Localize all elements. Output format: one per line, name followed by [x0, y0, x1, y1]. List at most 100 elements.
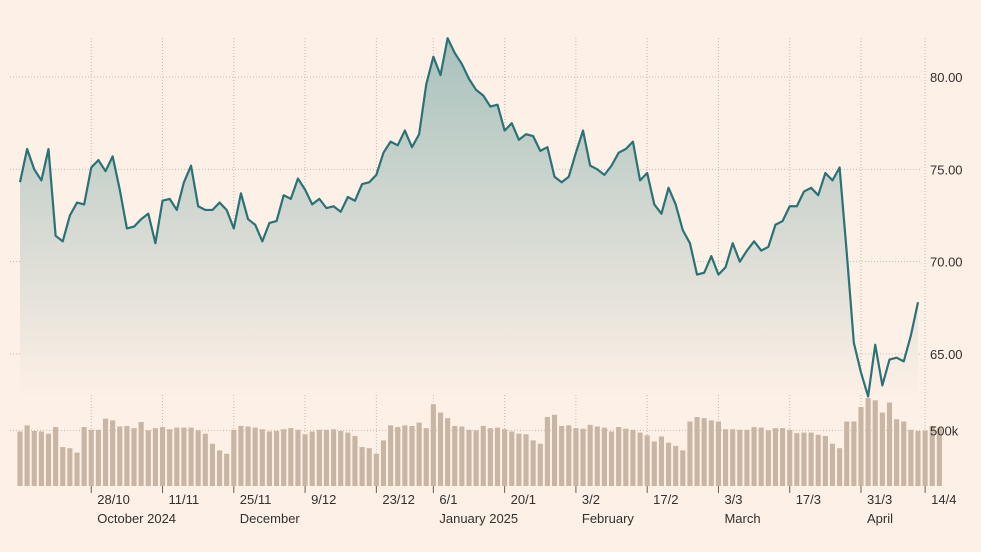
- x-axis-ticks: 28/10 11/11 25/11 9/12 23/12 6/1 20/1 3/2 17/2 3/…: [90, 486, 956, 526]
- x-tick-label: 20/1: [511, 492, 536, 507]
- volume-bar: [466, 429, 472, 486]
- x-tick-label: 11/11: [169, 492, 200, 507]
- volume-bar: [851, 421, 857, 486]
- volume-bar: [238, 425, 244, 486]
- volume-bar: [409, 425, 415, 486]
- volume-bar: [901, 421, 907, 486]
- x-month-label: April: [867, 511, 893, 526]
- volume-bar: [637, 432, 643, 486]
- y-tick-label: 70.00: [930, 255, 963, 270]
- volume-bar: [131, 428, 137, 486]
- volume-bar: [794, 433, 800, 486]
- volume-bar: [359, 447, 365, 486]
- volume-bar: [74, 452, 80, 487]
- volume-bar: [886, 402, 893, 486]
- volume-bar: [708, 420, 714, 486]
- volume-bar: [138, 422, 144, 486]
- volume-bar: [808, 432, 814, 486]
- volume-bar: [31, 430, 37, 486]
- volume-bar: [879, 412, 885, 486]
- volume-bar: [266, 431, 273, 486]
- volume-bar: [516, 433, 522, 486]
- volume-bar: [922, 430, 928, 487]
- volume-bar: [259, 429, 265, 486]
- x-month-label: January 2025: [439, 511, 518, 526]
- volume-bar: [815, 434, 821, 486]
- x-tick-label: 17/2: [653, 492, 678, 507]
- volume-bar: [730, 429, 736, 486]
- price-area: [20, 38, 918, 397]
- volume-bar: [373, 453, 379, 486]
- volume-tick-label: 500k: [930, 423, 959, 438]
- volume-bar: [737, 429, 743, 486]
- volume-bar: [45, 433, 52, 486]
- volume-bar: [181, 427, 187, 486]
- volume-bar: [694, 417, 700, 486]
- volume-bar: [651, 441, 657, 486]
- volume-bar: [480, 425, 486, 486]
- volume-bar: [523, 434, 529, 486]
- volume-bar: [551, 414, 558, 486]
- volume-bar: [630, 429, 636, 486]
- volume-bar: [395, 427, 401, 486]
- volume-bar: [17, 431, 23, 486]
- volume-bar: [152, 428, 158, 486]
- volume-bar: [24, 425, 30, 486]
- volume-bar: [915, 430, 921, 486]
- volume-bar: [787, 429, 793, 486]
- volume-bar: [723, 429, 729, 486]
- volume-bar: [252, 427, 258, 486]
- volume-bar: [772, 428, 779, 486]
- volume-bar: [665, 442, 672, 486]
- volume-bar: [53, 427, 59, 486]
- volume-bar: [644, 435, 650, 486]
- x-tick-label: 17/3: [796, 492, 821, 507]
- volume-bar: [445, 418, 451, 486]
- volume-bar: [174, 427, 180, 486]
- volume-bar: [195, 430, 201, 487]
- volume-bar: [402, 425, 408, 486]
- price-line-layer: [18, 37, 920, 398]
- x-tick-label: 3/2: [582, 492, 600, 507]
- y-tick-label: 80.00: [930, 70, 963, 85]
- volume-bar: [580, 428, 586, 486]
- volume-bar: [388, 425, 394, 486]
- volume-bar: [530, 440, 536, 486]
- volume-bar: [687, 421, 693, 486]
- volume-bar: [216, 450, 223, 486]
- volume-bar: [509, 431, 515, 486]
- x-tick-label: 14/4: [931, 492, 956, 507]
- volume-bar: [437, 412, 444, 486]
- volume-bar: [822, 435, 828, 486]
- volume-bar: [188, 427, 194, 486]
- volume-bar: [623, 428, 629, 486]
- x-tick-label: 9/12: [311, 492, 336, 507]
- volume-bar: [616, 427, 622, 486]
- volume-bar: [601, 427, 607, 486]
- volume-bar: [459, 426, 465, 486]
- volume-bar: [423, 428, 429, 486]
- x-tick-label: 31/3: [867, 492, 892, 507]
- volume-bar: [323, 429, 330, 486]
- volume-bar: [858, 407, 864, 486]
- volume-bar: [331, 429, 337, 486]
- volume-bar: [281, 429, 287, 486]
- volume-bar: [209, 443, 215, 486]
- volume-bar: [345, 432, 351, 486]
- volume-bar: [829, 443, 836, 486]
- volume-bar: [231, 429, 237, 486]
- volume-bar: [573, 428, 579, 486]
- volume-bar: [751, 427, 757, 486]
- volume-bar: [494, 427, 501, 486]
- x-month-label: October 2024: [97, 511, 176, 526]
- volume-bar: [487, 428, 493, 486]
- volume-bar: [309, 431, 315, 486]
- volume-bar: [844, 421, 850, 486]
- volume-bar: [245, 426, 251, 486]
- y-axis-ticks: 65.00 70.00 75.00 80.00 500k: [930, 70, 963, 438]
- volume-bars: [17, 398, 942, 487]
- volume-bar: [908, 429, 914, 486]
- volume-bar: [81, 427, 87, 486]
- x-tick-label: 25/11: [240, 492, 272, 507]
- volume-bar: [288, 428, 294, 486]
